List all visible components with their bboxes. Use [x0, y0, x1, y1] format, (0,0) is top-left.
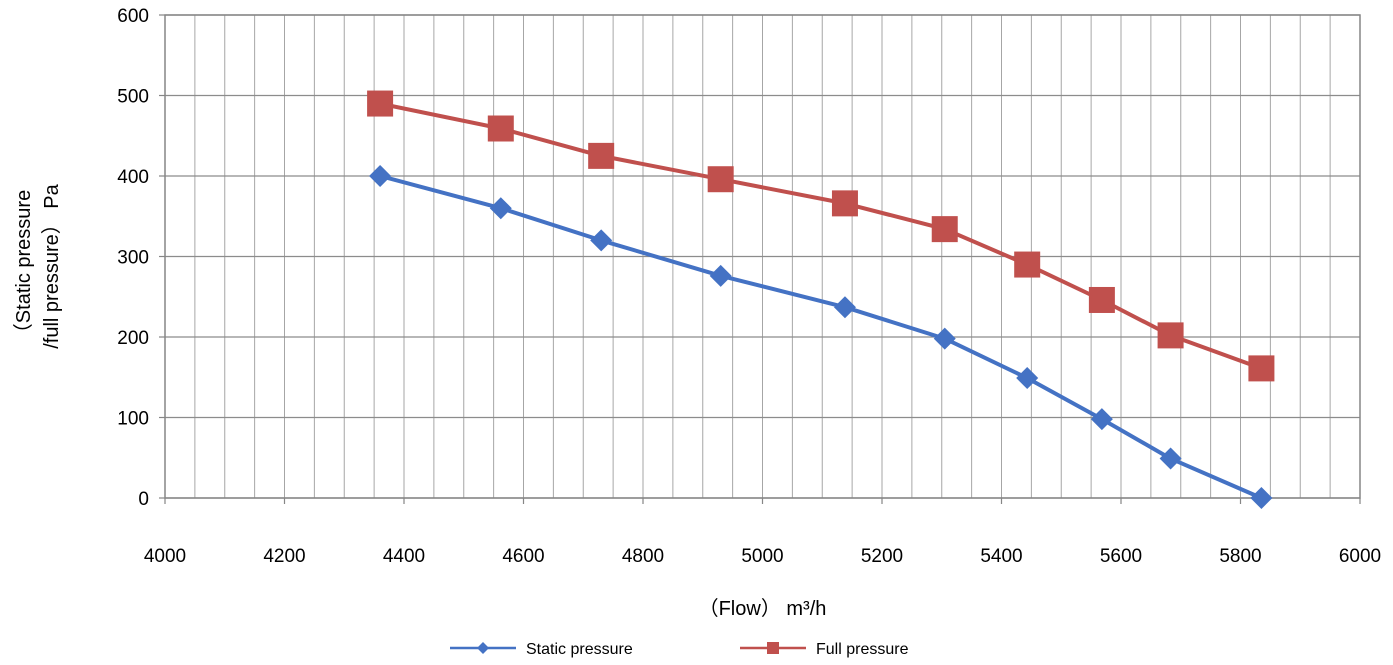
- y-tick-label: 200: [117, 328, 149, 349]
- legend-marker-static: [477, 642, 489, 654]
- legend: Static pressure Full pressure: [450, 641, 909, 658]
- x-tick-label: 4600: [502, 546, 544, 567]
- x-tick-label: 5200: [861, 546, 903, 567]
- data-point-diamond: [1016, 367, 1039, 390]
- legend-item-full: Full pressure: [740, 641, 909, 658]
- data-point-square: [1014, 251, 1041, 278]
- x-tick-label: 5600: [1100, 546, 1142, 567]
- legend-label-full: Full pressure: [816, 641, 909, 658]
- data-point-square: [707, 166, 734, 193]
- y-axis-title-line2: /full pressure） Pa: [40, 183, 63, 348]
- data-point-diamond: [709, 264, 732, 287]
- x-tick-label: 5000: [741, 546, 783, 567]
- legend-item-static: Static pressure: [450, 641, 633, 658]
- data-point-diamond: [1090, 408, 1113, 431]
- x-tick-label: 4800: [622, 546, 664, 567]
- data-point-diamond: [1250, 487, 1273, 509]
- legend-marker-full: [767, 642, 779, 654]
- series-full-pressure: [367, 90, 1275, 382]
- data-point-square: [487, 115, 514, 142]
- data-point-diamond: [590, 229, 613, 252]
- data-point-square: [1248, 355, 1275, 382]
- data-point-square: [931, 216, 958, 243]
- y-axis-title: （Static pressure /full pressure） Pa: [12, 183, 63, 348]
- x-axis-title: （Flow） m³/h: [699, 597, 827, 620]
- data-point-square: [588, 142, 615, 169]
- data-point-square: [367, 90, 394, 117]
- y-axis-tick-labels: 0 100 200 300 400 500 600: [117, 6, 165, 510]
- y-tick-label: 400: [117, 167, 149, 188]
- data-point-diamond: [369, 165, 392, 187]
- y-axis-title-line1: （Static pressure: [12, 190, 35, 343]
- y-tick-label: 300: [117, 248, 149, 269]
- x-tick-label: 6000: [1339, 546, 1381, 567]
- data-point-square: [1088, 286, 1115, 313]
- data-point-square: [1157, 322, 1184, 349]
- series-static-pressure: [369, 165, 1273, 509]
- x-tick-label: 5400: [980, 546, 1022, 567]
- series-line: [379, 174, 1263, 500]
- data-point-diamond: [833, 296, 856, 319]
- x-tick-label: 4400: [383, 546, 425, 567]
- series-layer: [367, 90, 1275, 509]
- x-axis-tick-labels: 4000 4200 4400 4600 4800 5000 5200 5400 5600 5800…: [144, 498, 1381, 567]
- x-tick-label: 4000: [144, 546, 186, 567]
- y-tick-label: 500: [117, 87, 149, 108]
- x-tick-label: 4200: [263, 546, 305, 567]
- data-point-diamond: [933, 327, 956, 350]
- y-tick-label: 600: [117, 6, 149, 27]
- data-point-square: [831, 190, 858, 217]
- y-tick-label: 100: [117, 409, 149, 430]
- x-tick-label: 5800: [1219, 546, 1261, 567]
- legend-label-static: Static pressure: [526, 641, 633, 658]
- y-tick-label: 0: [138, 489, 149, 510]
- data-point-diamond: [489, 197, 512, 220]
- series-line: [379, 101, 1263, 371]
- data-point-diamond: [1159, 447, 1182, 470]
